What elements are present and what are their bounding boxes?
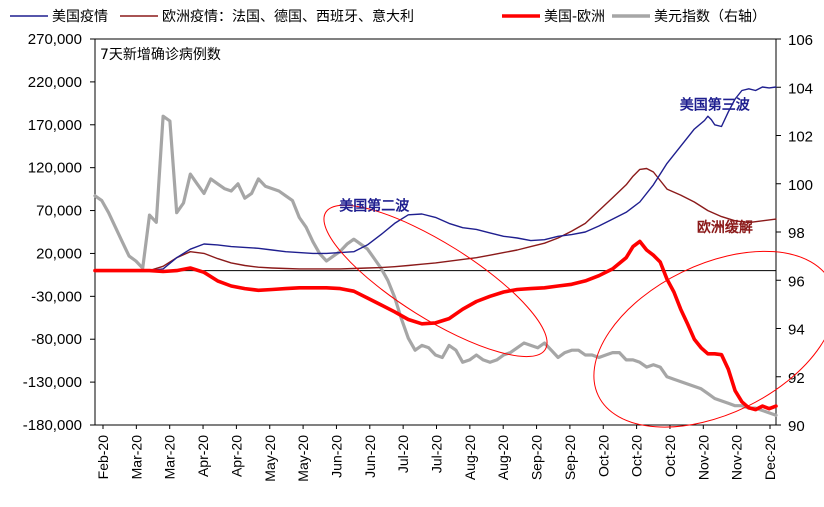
highlight-ellipse-1	[323, 204, 548, 358]
y-left-tick-label: 220,000	[28, 74, 82, 91]
x-tick-label: Dec-20	[762, 435, 778, 480]
y-left-tick-label: 120,000	[28, 160, 82, 177]
x-tick-label: Mar-20	[128, 435, 144, 480]
x-tick-label: Jul-20	[429, 435, 445, 473]
x-tick-label: Mar-20	[162, 435, 178, 480]
y-right-tick-label: 100	[788, 177, 813, 194]
x-tick-label: Feb-20	[95, 435, 111, 480]
x-tick-label: Sep-20	[529, 435, 545, 480]
y-left-tick-label: -80,000	[31, 331, 82, 348]
annotation-label: 美国第二波	[339, 198, 410, 215]
y-left-tick-label: 70,000	[36, 203, 82, 220]
y-axis-right: 106 104 102 100 98 96 94 92 90	[776, 32, 813, 435]
x-tick-label: May-20	[262, 435, 278, 482]
y-right-tick-label: 106	[788, 32, 813, 49]
x-tick-label: Nov-20	[729, 435, 745, 480]
y-right-tick-label: 94	[788, 322, 805, 339]
x-tick-label: Jun-20	[328, 435, 344, 478]
x-tick-label: Oct-20	[662, 435, 678, 477]
series-line-dxy	[93, 114, 778, 417]
y-left-tick-label: -30,000	[31, 288, 82, 305]
y-left-tick-label: -130,000	[23, 374, 82, 391]
chart-subtitle: 7天新增确诊病例数	[100, 47, 221, 63]
ellipse-layer	[323, 204, 824, 428]
x-tick-label: Oct-20	[595, 435, 611, 477]
y-right-tick-label: 104	[788, 80, 813, 97]
x-tick-label: Apr-20	[228, 435, 244, 477]
y-right-tick-label: 102	[788, 129, 813, 146]
y-right-tick-label: 92	[788, 370, 805, 387]
y-right-tick-label: 90	[788, 418, 805, 435]
y-left-tick-label: 270,000	[28, 31, 82, 48]
annotation-label: 欧洲缓解	[697, 219, 753, 236]
x-tick-label: Aug-20	[462, 435, 478, 480]
x-tick-label: Nov-20	[695, 435, 711, 480]
legend-label-dxy: 美元指数（右轴）	[654, 9, 766, 25]
y-left-tick-label: 170,000	[28, 117, 82, 134]
x-tick-label: Aug-20	[495, 435, 511, 480]
x-tick-label: Sep-20	[562, 435, 578, 480]
y-left-tick-label: -180,000	[23, 417, 82, 434]
plot-border	[94, 38, 777, 426]
y-right-tick-label: 96	[788, 273, 805, 290]
series-line-eu	[94, 167, 777, 272]
annotation-label: 美国第三波	[680, 96, 751, 113]
x-tick-label: Apr-20	[195, 435, 211, 477]
x-tick-label: Jun-20	[362, 435, 378, 478]
x-tick-label: May-20	[295, 435, 311, 482]
legend-label-us: 美国疫情	[52, 9, 108, 25]
x-axis: Feb-20 Mar-20 Mar-20 Apr-20 Apr-20 May-20 May-…	[95, 425, 778, 482]
legend-label-diff: 美国-欧洲	[544, 9, 605, 25]
y-left-tick-label: 20,000	[36, 245, 82, 262]
legend: 美国疫情 欧洲疫情：法国、德国、西班牙、意大利 美国-欧洲 美元指数（右轴）	[10, 8, 766, 25]
x-tick-label: Oct-20	[629, 435, 645, 477]
series-line-us	[94, 86, 777, 272]
y-right-tick-label: 98	[788, 225, 805, 242]
series-line-diff	[93, 239, 778, 412]
y-axis-left: 270,000 220,000 170,000 120,000 70,000 20,000…	[23, 31, 95, 434]
series-layer	[93, 86, 778, 417]
x-tick-label: Jul-20	[395, 435, 411, 473]
highlight-ellipse-2	[593, 250, 824, 428]
legend-label-eu: 欧洲疫情：法国、德国、西班牙、意大利	[162, 8, 414, 25]
